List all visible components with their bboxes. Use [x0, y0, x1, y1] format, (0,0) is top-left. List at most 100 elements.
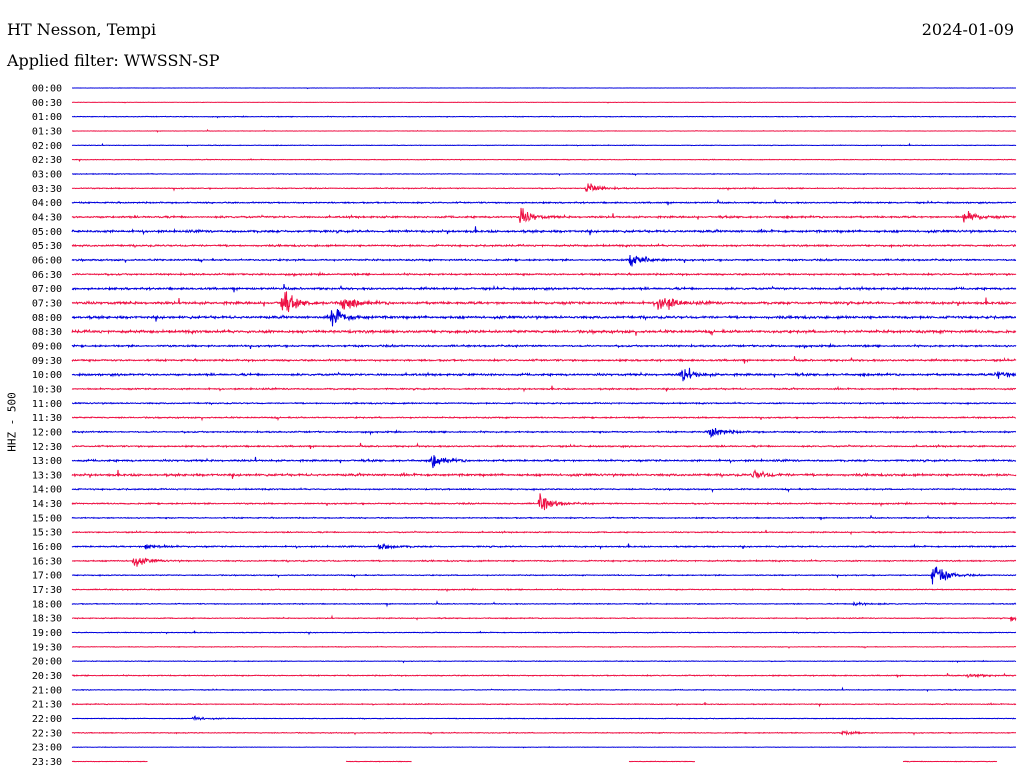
seismic-trace	[71, 284, 1017, 293]
seismic-trace	[71, 158, 1017, 163]
tick-label: 11:00	[32, 399, 62, 410]
seismic-trace	[71, 87, 1016, 90]
tick-label: 02:30	[32, 155, 62, 166]
tick-label: 02:00	[32, 141, 62, 152]
tick-label: 19:00	[32, 628, 62, 639]
seismic-trace	[71, 543, 1017, 550]
seismic-trace-segment	[71, 760, 148, 763]
seismic-trace	[71, 455, 1017, 469]
seismic-trace	[71, 659, 1017, 664]
tick-label: 22:30	[32, 728, 62, 739]
seismic-trace	[71, 487, 1017, 494]
seismic-trace	[71, 328, 1017, 336]
date-label: 2024-01-09	[921, 20, 1014, 39]
seismic-trace	[71, 207, 1017, 223]
seismic-trace	[71, 469, 1017, 479]
tick-label: 03:30	[32, 184, 62, 195]
seismic-trace	[71, 367, 1017, 382]
seismic-trace	[71, 715, 1017, 721]
seismic-trace	[71, 308, 1017, 327]
seismic-trace	[71, 427, 1017, 439]
seismic-trace-segment	[345, 760, 412, 763]
tick-label: 16:30	[32, 556, 62, 567]
seismic-trace	[71, 493, 1017, 511]
tick-label: 12:00	[32, 427, 62, 438]
seismic-trace	[71, 630, 1017, 636]
tick-label: 11:30	[32, 413, 62, 424]
seismic-trace	[71, 587, 1017, 593]
tick-label: 19:30	[32, 642, 62, 653]
seismic-trace	[71, 514, 1017, 521]
tick-label: 06:00	[32, 255, 62, 266]
tick-label: 12:30	[32, 442, 62, 453]
tick-label: 14:00	[32, 485, 62, 496]
seismic-trace-segment	[902, 760, 998, 763]
tick-label: 17:30	[32, 585, 62, 596]
seismic-trace	[71, 115, 1017, 119]
tick-label: 13:30	[32, 470, 62, 481]
seismic-trace	[71, 226, 1017, 236]
seismic-trace	[71, 356, 1017, 364]
filter-label: Applied filter: WWSSN-SP	[7, 51, 220, 70]
tick-label: 10:30	[32, 384, 62, 395]
seismic-trace	[71, 599, 1017, 608]
tick-label: 16:00	[32, 542, 62, 553]
seismic-trace-segment	[628, 760, 696, 763]
tick-label: 18:00	[32, 599, 62, 610]
tick-label: 14:30	[32, 499, 62, 510]
seismic-trace	[71, 702, 1017, 708]
seismic-trace	[71, 557, 1017, 567]
tick-label: 09:00	[32, 341, 62, 352]
seismic-trace	[71, 401, 1017, 406]
tick-label: 10:00	[32, 370, 62, 381]
seismic-traces	[71, 87, 1017, 763]
seismic-trace	[71, 198, 1017, 206]
seismic-trace	[71, 172, 1017, 177]
tick-label: 00:30	[32, 98, 62, 109]
tick-label: 08:00	[32, 313, 62, 324]
seismic-trace	[71, 291, 1017, 313]
seismic-trace	[71, 614, 1017, 622]
seismic-trace	[71, 645, 1017, 649]
time-ticks: 00:00 00:30 01:00 01:30 02:00 02:30 03:00 03:30…	[32, 84, 62, 769]
tick-label: 21:00	[32, 685, 62, 696]
tick-label: 13:00	[32, 456, 62, 467]
tick-label: 07:00	[32, 284, 62, 295]
seismic-trace	[71, 686, 1017, 693]
tick-label: 15:30	[32, 528, 62, 539]
seismic-trace	[71, 672, 1017, 679]
seismic-trace	[71, 271, 1017, 277]
tick-label: 20:00	[32, 657, 62, 668]
tick-label: 04:30	[32, 212, 62, 223]
seismic-trace	[71, 442, 1017, 450]
tick-label: 20:30	[32, 671, 62, 682]
seismic-trace	[71, 566, 1017, 585]
tick-label: 23:00	[32, 743, 62, 754]
seismic-trace	[71, 142, 1017, 148]
tick-label: 06:30	[32, 270, 62, 281]
seismic-trace	[71, 746, 1016, 749]
tick-label: 23:30	[32, 757, 62, 768]
tick-label: 21:30	[32, 700, 62, 711]
station-title: HT Nesson, Tempi	[7, 20, 157, 39]
tick-label: 07:30	[32, 298, 62, 309]
tick-label: 05:00	[32, 227, 62, 238]
seismic-trace	[71, 128, 1017, 133]
tick-label: 17:00	[32, 571, 62, 582]
seismic-trace	[71, 415, 1017, 422]
tick-label: 18:30	[32, 614, 62, 625]
seismic-trace	[71, 342, 1017, 349]
tick-label: 09:30	[32, 356, 62, 367]
seismic-trace	[71, 729, 1017, 736]
seismic-trace	[71, 183, 1017, 193]
tick-label: 01:00	[32, 112, 62, 123]
tick-label: 15:00	[32, 513, 62, 524]
seismic-trace	[71, 385, 1017, 393]
seismic-trace	[71, 529, 1017, 536]
tick-label: 05:30	[32, 241, 62, 252]
seismic-trace	[71, 242, 1017, 249]
tick-label: 04:00	[32, 198, 62, 209]
tick-label: 01:30	[32, 126, 62, 137]
tick-label: 00:00	[32, 84, 62, 95]
